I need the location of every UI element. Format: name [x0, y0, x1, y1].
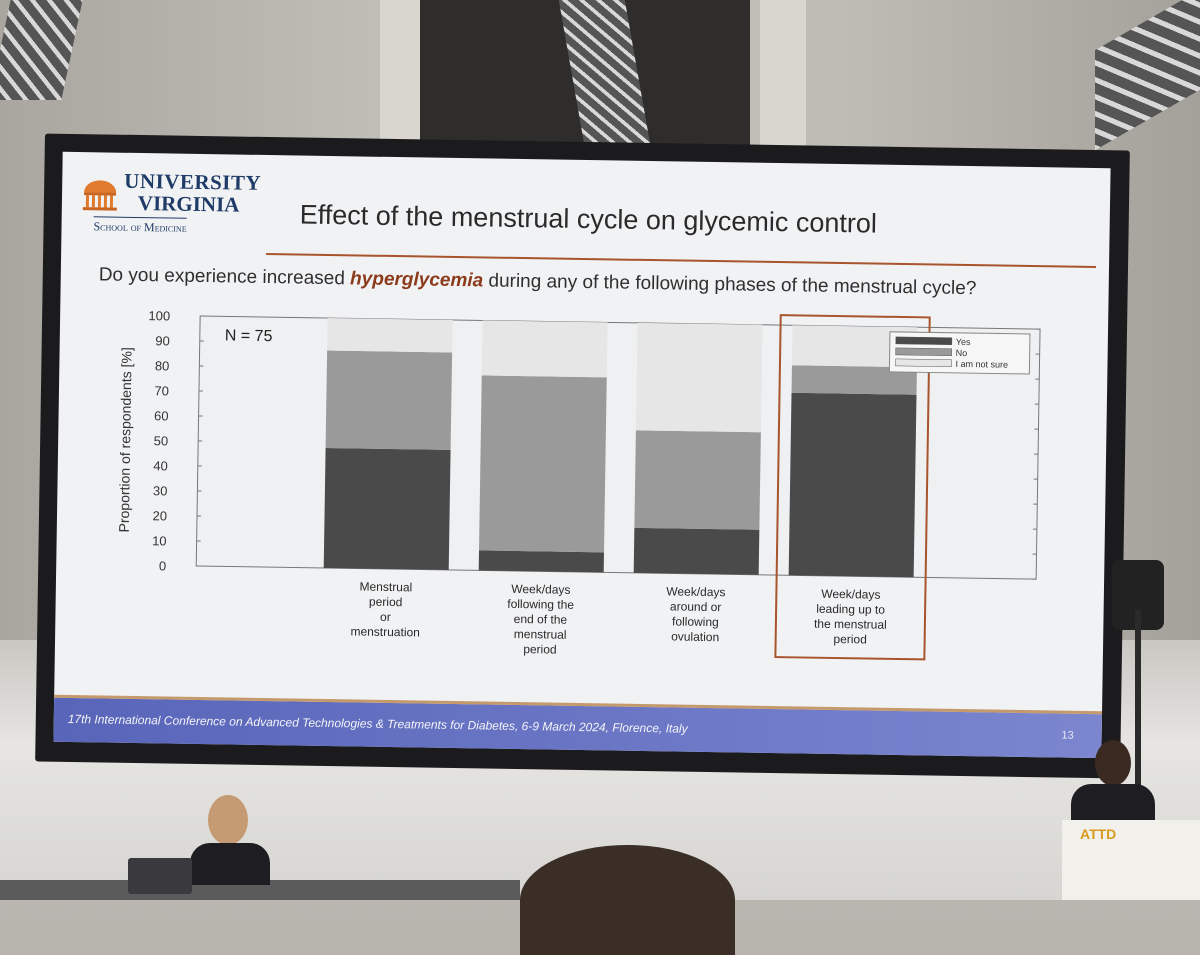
question-emphasis: hyperglycemia — [350, 268, 483, 291]
y-tick-label: 50 — [154, 433, 169, 448]
legend-label: Yes — [956, 337, 971, 347]
bar-segment — [789, 393, 917, 577]
legend-label: I am not sure — [955, 359, 1008, 370]
projection-screen: UNIVERSITY VIRGINIA School of Medicine E… — [35, 134, 1130, 779]
x-category-label: following — [672, 614, 719, 629]
legend-swatch — [896, 348, 952, 356]
wall-pillar — [760, 0, 806, 150]
footer-conference-text: 17th International Conference on Advance… — [68, 712, 688, 736]
x-category-label: Week/days — [511, 582, 570, 597]
bar-segment — [482, 320, 608, 377]
slide-footer: 17th International Conference on Advance… — [53, 695, 1102, 758]
podium-logo: ATTD — [1080, 826, 1116, 842]
y-tick-label: 10 — [152, 533, 167, 548]
y-axis-label: Proportion of respondents [%] — [116, 347, 135, 532]
x-category-label: period — [523, 642, 557, 657]
x-category-label: end of the — [514, 612, 568, 627]
y-tick-label: 100 — [148, 308, 170, 323]
x-category-label: Week/days — [666, 584, 725, 599]
x-category-label: period — [833, 632, 867, 647]
x-category-label: leading up to — [816, 602, 885, 617]
laptop — [128, 858, 192, 894]
question-suffix: during any of the following phases of th… — [483, 270, 977, 299]
bar-segment — [479, 375, 607, 552]
audience-head — [520, 845, 735, 955]
panelist-body — [190, 843, 270, 885]
x-category-label: following the — [507, 597, 574, 612]
y-tick-label: 60 — [154, 408, 169, 423]
podium: ATTD — [1062, 820, 1200, 900]
y-tick-label: 0 — [159, 558, 166, 573]
legend-swatch — [895, 359, 951, 367]
x-category-label: Menstrual — [359, 580, 412, 595]
slide-title: Effect of the menstrual cycle on glycemi… — [300, 200, 878, 240]
university-logo: UNIVERSITY VIRGINIA School of Medicine — [79, 164, 270, 239]
panelist-head — [208, 795, 248, 845]
bar-segment — [634, 528, 760, 575]
x-category-label: period — [369, 595, 403, 610]
speaker-head — [1095, 740, 1131, 786]
legend-label: No — [956, 348, 968, 358]
legend-swatch — [896, 337, 952, 345]
title-divider — [266, 253, 1096, 268]
x-category-label: ovulation — [671, 629, 719, 644]
y-tick-label: 80 — [155, 358, 170, 373]
x-category-label: Week/days — [821, 587, 880, 602]
rotunda-icon — [80, 172, 121, 213]
x-category-label: or — [380, 610, 391, 624]
y-tick-label: 30 — [153, 483, 168, 498]
bar-segment — [636, 323, 763, 432]
stacked-bar-chart: Proportion of respondents [%] 0 10 20 30 40 50… — [104, 293, 1100, 704]
y-tick-label: 70 — [154, 383, 169, 398]
bar-segment — [326, 350, 453, 449]
bar-segment — [634, 430, 761, 529]
x-category-label: menstruation — [350, 624, 420, 639]
presentation-slide: UNIVERSITY VIRGINIA School of Medicine E… — [53, 152, 1110, 758]
y-tick-label: 90 — [155, 333, 170, 348]
logo-virginia-text: VIRGINIA — [138, 191, 240, 218]
panelist — [190, 795, 270, 885]
bar-segment — [324, 448, 451, 570]
x-category-label: menstrual — [514, 627, 567, 642]
bar-segment — [327, 318, 452, 352]
logo-school-text: School of Medicine — [93, 216, 186, 235]
y-tick-label: 20 — [152, 508, 167, 523]
bar-segment — [479, 550, 604, 572]
sample-size-annotation: N = 75 — [225, 327, 273, 345]
x-category-label: around or — [670, 599, 722, 614]
x-category-label: the menstrual — [814, 617, 887, 632]
question-prefix: Do you experience increased — [99, 264, 351, 289]
y-tick-label: 40 — [153, 458, 168, 473]
